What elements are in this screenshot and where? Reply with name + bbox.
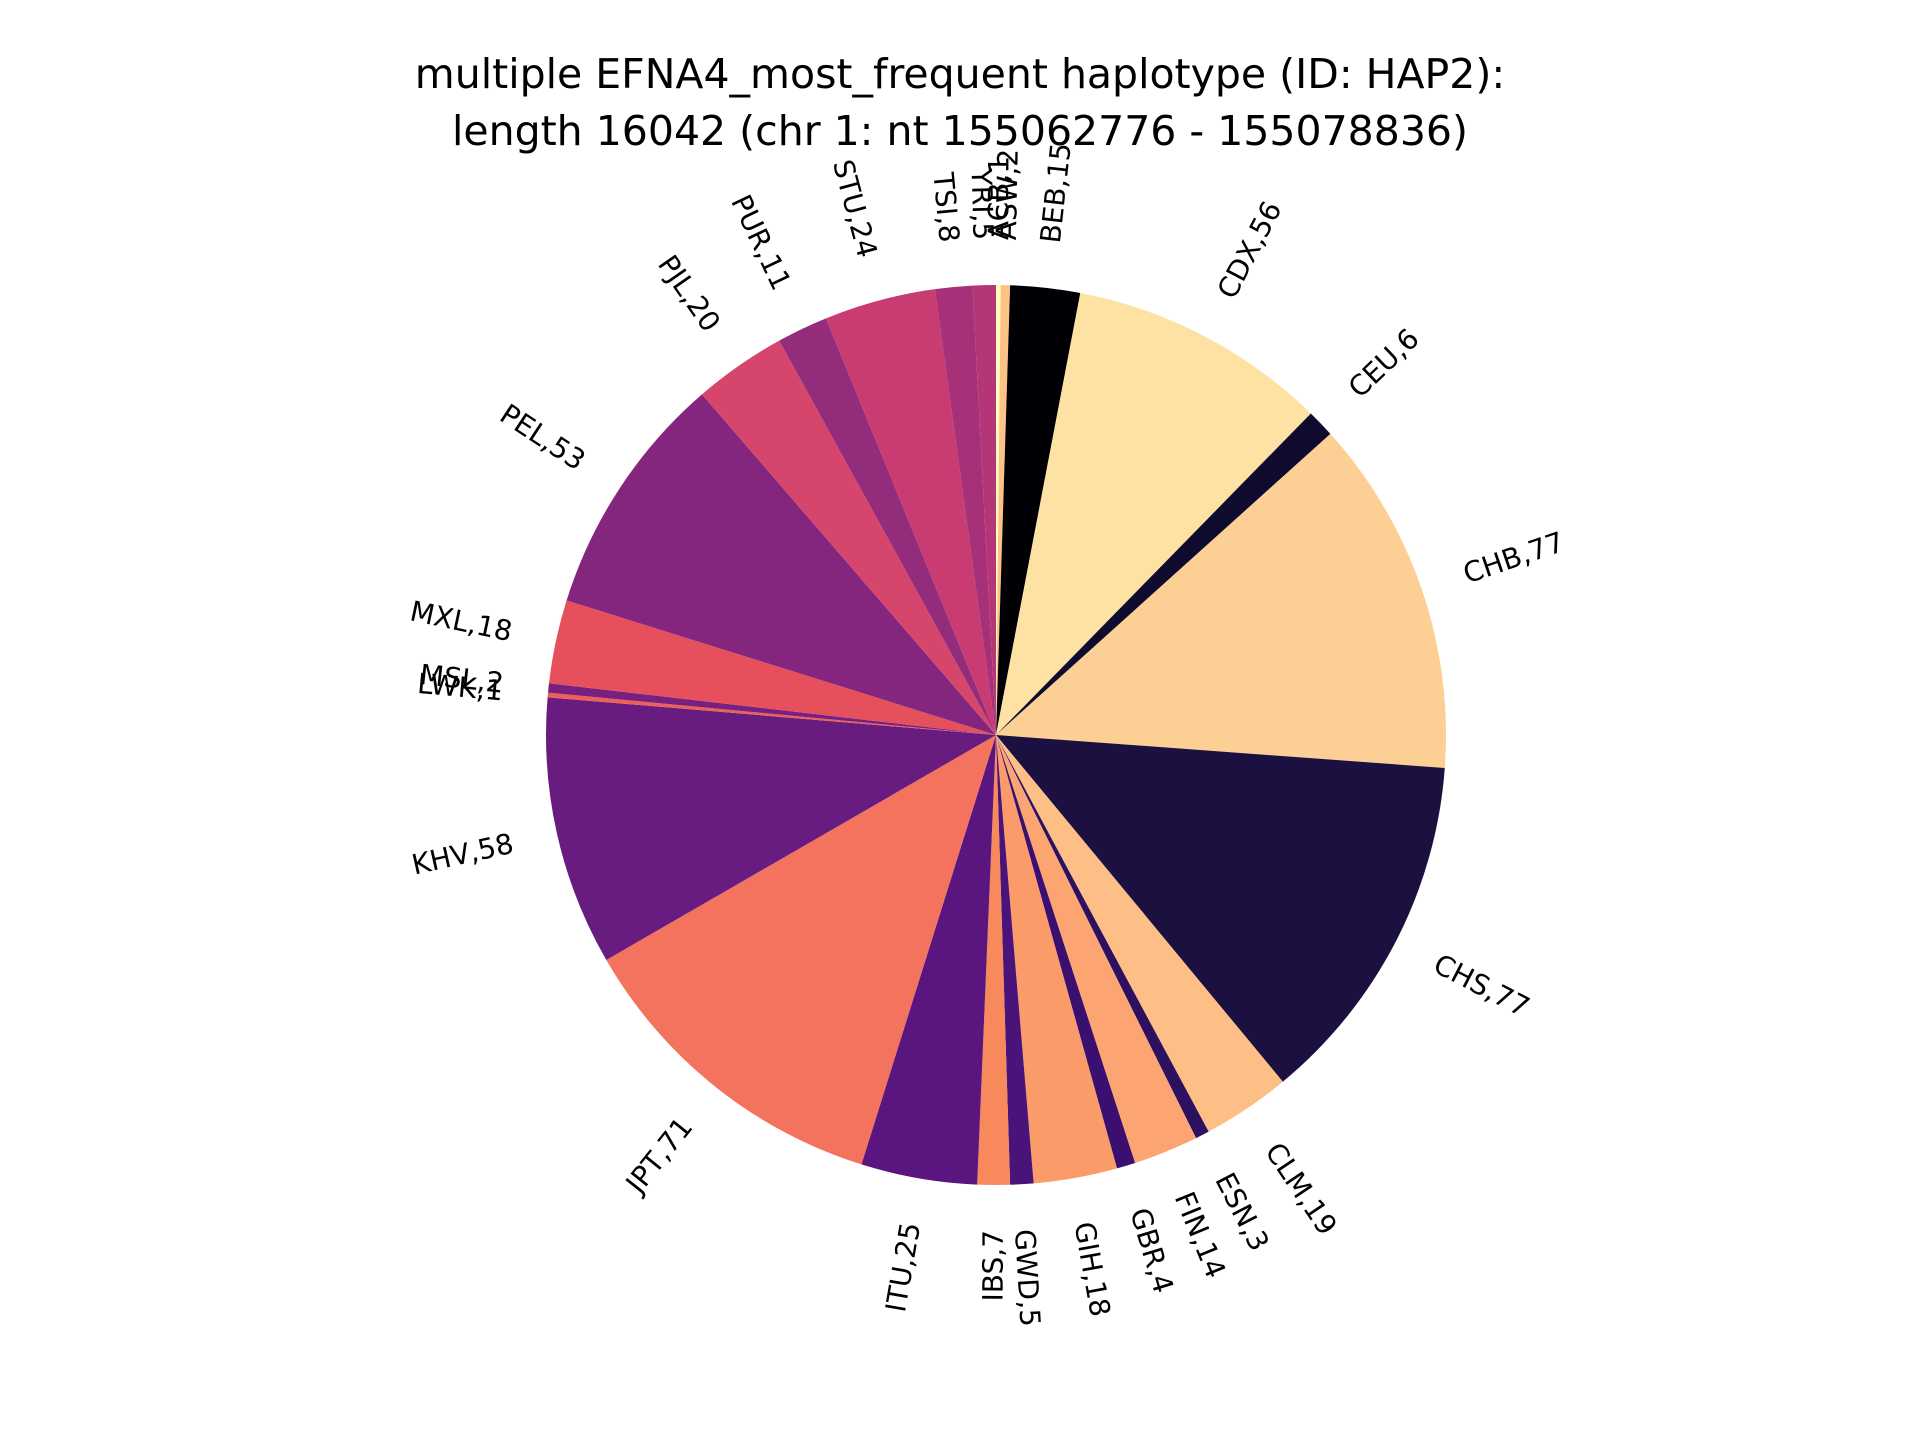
pie-slice-gbr bbox=[996, 735, 1136, 1169]
pie-slice-cdx bbox=[996, 292, 1311, 735]
pie-label-acb: ACB,1 bbox=[982, 156, 1015, 240]
pie-label-beb: BEB,15 bbox=[1034, 141, 1078, 245]
pie-label-gwd: GWD,5 bbox=[1008, 1228, 1047, 1327]
pie-label-gbr: GBR,4 bbox=[1123, 1204, 1180, 1297]
pie-label-lwk: LWK,1 bbox=[416, 667, 504, 707]
pie-slice-gwd bbox=[996, 735, 1034, 1185]
pie-slice-stu bbox=[825, 289, 996, 735]
pie-label-khv: KHV,58 bbox=[409, 827, 517, 882]
chart-title-line-2: length 16042 (chr 1: nt 155062776 - 1550… bbox=[451, 107, 1468, 155]
pie-slice-pel bbox=[566, 394, 996, 735]
pie-label-clm: CLM,19 bbox=[1258, 1137, 1343, 1242]
pie-label-asw: ASW,2 bbox=[990, 148, 1025, 240]
pie-slice-yri bbox=[972, 285, 996, 735]
pie-slice-chb bbox=[996, 433, 1446, 768]
pie-label-chs: CHS,77 bbox=[1428, 947, 1535, 1024]
pie-slice-clm bbox=[996, 735, 1283, 1132]
pie-label-chb: CHB,77 bbox=[1459, 525, 1568, 590]
pie-slice-acb bbox=[996, 284, 1001, 735]
chart-title: multiple EFNA4_most_frequent haplotype (… bbox=[0, 46, 1920, 160]
pie-label-pur: PUR,11 bbox=[724, 190, 797, 296]
pie-slice-gih bbox=[996, 735, 1118, 1184]
pie-label-gih: GIH,18 bbox=[1067, 1219, 1116, 1319]
chart-title-line-1: multiple EFNA4_most_frequent haplotype (… bbox=[414, 50, 1506, 98]
pie-slice-mxl bbox=[548, 600, 996, 735]
pie-slice-pur bbox=[779, 318, 996, 735]
pie-slice-pjl bbox=[701, 340, 996, 735]
pie-slice-beb bbox=[996, 285, 1081, 735]
pie-slice-ibs bbox=[977, 735, 1011, 1186]
pie-label-itu: ITU,25 bbox=[879, 1220, 927, 1315]
pie-slice-itu bbox=[861, 735, 996, 1185]
pie-slice-asw bbox=[996, 285, 1011, 735]
pie-label-yri: YRI,5 bbox=[965, 167, 1000, 240]
pie-label-jpt: JPT,71 bbox=[618, 1111, 699, 1201]
pie-slice-tsi bbox=[934, 285, 996, 735]
pie-label-cdx: CDX,56 bbox=[1211, 196, 1289, 304]
pie-slice-chs bbox=[996, 735, 1445, 1082]
pie-label-pjl: PJL,20 bbox=[651, 249, 727, 338]
pie-slice-msl bbox=[548, 683, 996, 735]
pie-slices bbox=[546, 284, 1446, 1186]
pie-label-tsi: TSI,8 bbox=[926, 170, 966, 244]
pie-label-stu: STU,24 bbox=[826, 156, 884, 261]
pie-label-ceu: CEU,6 bbox=[1342, 322, 1426, 404]
pie-slice-jpt bbox=[606, 735, 996, 1165]
pie-slice-esn bbox=[996, 735, 1209, 1139]
pie-slice-lwk bbox=[547, 692, 996, 735]
pie-slice-khv bbox=[546, 697, 996, 960]
pie-label-pel: PEL,53 bbox=[494, 397, 591, 477]
pie-label-mxl: MXL,18 bbox=[407, 594, 515, 648]
pie-slice-ceu bbox=[996, 413, 1331, 735]
pie-label-ibs: IBS,7 bbox=[977, 1230, 1010, 1302]
pie-slice-fin bbox=[996, 735, 1197, 1163]
